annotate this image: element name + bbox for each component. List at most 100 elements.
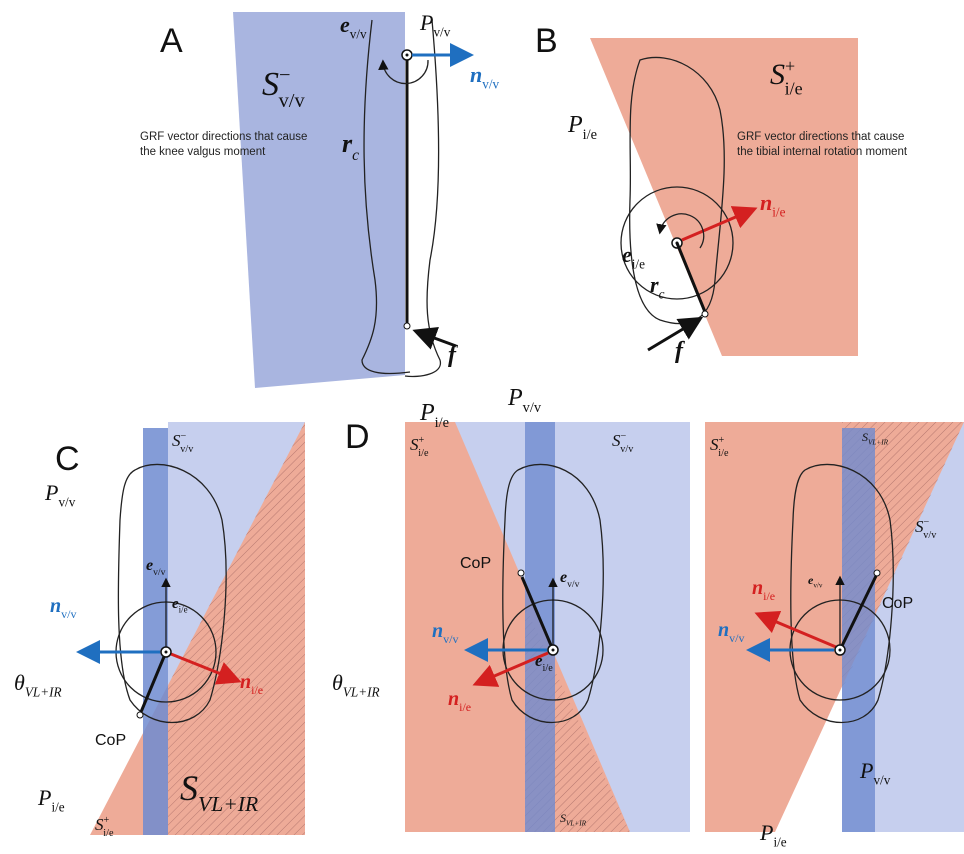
annotation: the tibial internal rotation moment [737, 146, 908, 158]
symbol-base: n [470, 62, 482, 87]
symbol-base: f [675, 338, 685, 364]
symbol: f [675, 338, 685, 364]
symbol-sub: i/e [773, 835, 786, 850]
symbol-sub: v/v [180, 444, 194, 455]
symbol-sub: v/v [523, 400, 542, 416]
symbol-sup: + [104, 815, 110, 826]
symbol-base: n [240, 671, 251, 693]
symbol-sub: c [352, 147, 359, 164]
symbol: θVL+IR [332, 670, 380, 700]
symbol-base: f [448, 342, 458, 368]
symbol-sub: VL+IR [25, 685, 62, 700]
symbol-sup: − [924, 517, 930, 528]
symbol-base: n [432, 620, 443, 642]
symbol-sub: i/e [543, 663, 554, 674]
symbol: Pi/e [567, 112, 597, 143]
figure: A GRF vector directions that cause the kne… [0, 0, 964, 854]
symbol-sub: i/e [632, 257, 645, 272]
symbol-base: e [340, 12, 350, 37]
symbol-sub: v/v [433, 25, 450, 40]
symbol-base: S [180, 768, 198, 808]
symbol: CoP [460, 555, 491, 572]
symbol-base: S [770, 58, 785, 91]
symbol-base: CoP [95, 732, 126, 749]
symbol: CoP [882, 595, 913, 612]
symbol-sub: VL+IR [868, 439, 889, 447]
panel-label: B [535, 22, 558, 60]
symbol-sub: i/e [785, 79, 803, 99]
symbol-sub: i/e [418, 448, 429, 459]
symbol: rc [650, 272, 665, 302]
symbol-sub: VL+IR [198, 792, 258, 816]
symbol-base: n [752, 577, 763, 599]
symbol-sub: VL+IR [343, 685, 380, 700]
symbol: Pi/e [37, 785, 65, 815]
symbol: Pv/v [507, 385, 542, 416]
symbol-base: S [262, 66, 279, 103]
symbol-base: n [50, 595, 61, 617]
panel-d-right-art [705, 422, 964, 832]
symbol-sub: v/v [729, 631, 744, 645]
symbol-sub: i/e [772, 205, 785, 220]
panel-label: D [345, 418, 370, 456]
symbol-sub: i/e [583, 127, 597, 143]
symbol-sub: v/v [443, 632, 458, 646]
symbol-base: P [507, 385, 523, 411]
symbol-sub: i/e [459, 700, 471, 714]
panel-label: A [160, 22, 183, 60]
symbol: Pv/v [419, 10, 451, 40]
symbol-base: CoP [882, 595, 913, 612]
symbol-base: n [718, 619, 729, 641]
symbol: CoP [95, 732, 126, 749]
symbol-base: e [560, 569, 567, 586]
symbol-sub: VL+IR [566, 820, 587, 828]
symbol-sub: i/e [435, 415, 449, 431]
annotation: the knee valgus moment [140, 146, 266, 158]
symbol-base: θ [332, 670, 343, 695]
symbol-sup: + [785, 56, 795, 76]
symbol-sub: v/v [58, 495, 75, 510]
symbol-sub: v/v [350, 27, 367, 42]
symbol: f [448, 342, 458, 368]
symbol-base: P [44, 480, 58, 505]
panel-d-left-art [405, 422, 690, 832]
symbol-sup: − [279, 64, 291, 86]
symbol-sub: i/e [251, 683, 263, 697]
symbol-base: P [859, 758, 873, 783]
symbol-sub: v/v [482, 77, 499, 92]
symbol-base: θ [14, 670, 25, 695]
symbol-sub: i/e [51, 800, 64, 815]
symbol-sub: i/e [718, 448, 729, 459]
symbol-base: n [760, 190, 772, 215]
panel-b-art [590, 38, 858, 356]
symbol-sub: i/e [103, 828, 114, 839]
symbol-sub: v/v [153, 567, 165, 578]
symbol-base: P [759, 820, 773, 845]
symbol-base: P [37, 785, 51, 810]
symbol-sup: − [181, 431, 187, 442]
symbol-sub: i/e [763, 589, 775, 603]
symbol-sub: v/v [620, 444, 634, 455]
symbol-base: e [146, 557, 153, 574]
symbol: θVL+IR [14, 670, 62, 700]
symbol-sub: v/v [873, 773, 890, 788]
symbol-sub: v/v [923, 530, 937, 541]
symbol-base: P [567, 112, 583, 138]
annotation: GRF vector directions that cause [737, 131, 904, 143]
symbol-base: e [622, 242, 632, 267]
symbol-sub: v/v [567, 579, 579, 590]
symbol-sub: i/e [179, 605, 188, 615]
symbol-base: P [419, 10, 433, 35]
symbol: Pv/v [44, 480, 76, 510]
panel-label: C [55, 440, 80, 478]
symbol-sub: v/v [813, 582, 823, 590]
symbol-sub: v/v [279, 90, 306, 112]
symbol-sup: + [719, 435, 725, 446]
symbol-base: P [419, 400, 435, 426]
symbol-sub: v/v [61, 607, 76, 621]
symbol-sup: + [419, 435, 425, 446]
symbol: ei/e [622, 242, 645, 272]
symbol: Pi/e [759, 820, 787, 850]
symbol: nv/v [50, 595, 76, 621]
annotation: GRF vector directions that cause [140, 131, 307, 143]
